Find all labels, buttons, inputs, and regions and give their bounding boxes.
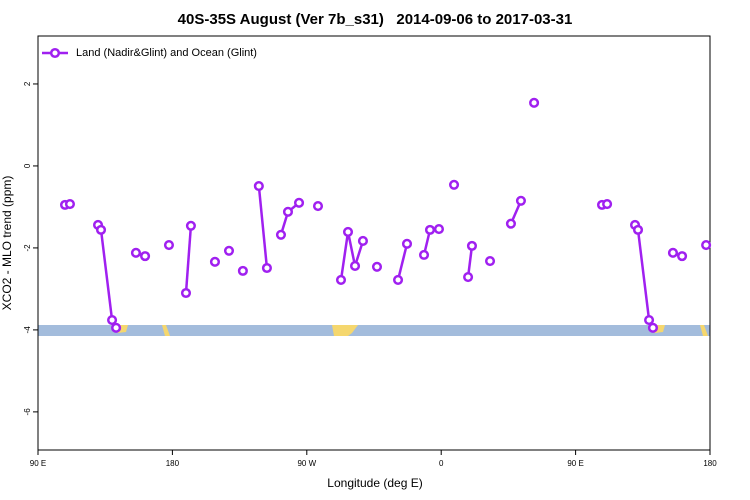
data-point [111, 322, 122, 333]
data-point [342, 226, 354, 237]
data-point [677, 251, 688, 262]
series-line [339, 231, 365, 281]
x-tick-label: 180 [166, 459, 180, 468]
land-strip [38, 325, 710, 336]
series-line [257, 185, 269, 269]
series-line [96, 224, 118, 329]
data-point [253, 180, 264, 192]
data-point [335, 274, 347, 285]
series-line [396, 243, 409, 281]
data-point [261, 262, 272, 274]
data-point [401, 238, 413, 249]
data-point [529, 97, 540, 108]
x-tick-label: 90 E [30, 459, 46, 468]
data-point [667, 247, 679, 258]
chart-title: 40S-35S August (Ver 7b_s31) 2014-09-06 t… [178, 11, 573, 28]
data-point [282, 206, 294, 217]
data-point [647, 322, 659, 333]
data-point [95, 224, 107, 235]
data-point [349, 260, 361, 272]
data-point [237, 265, 248, 276]
data-point [130, 247, 142, 258]
data-point [223, 245, 235, 256]
data-point [701, 239, 712, 251]
data-point [107, 315, 118, 326]
data-point [180, 287, 192, 299]
y-axis-label: XCO2 - MLO trend (ppm) [0, 176, 14, 311]
x-tick-label: 90 W [297, 459, 316, 468]
land [700, 325, 708, 336]
data-point [463, 271, 474, 283]
data-point [293, 197, 305, 208]
data-point [424, 224, 436, 235]
y-tick-label: 2 [23, 81, 32, 86]
data-point [357, 235, 368, 247]
x-tick-label: 0 [439, 459, 444, 468]
legend-marker [49, 47, 61, 59]
x-tick-label: 180 [703, 459, 717, 468]
y-tick-label: -6 [23, 408, 32, 416]
land [162, 325, 170, 336]
data-point [515, 195, 526, 206]
data-point [209, 256, 221, 267]
series-line [633, 224, 655, 329]
data-point [64, 199, 76, 210]
series-line [466, 245, 474, 278]
data-point [505, 218, 516, 229]
y-tick-label: 0 [23, 163, 32, 168]
data-point [275, 229, 287, 240]
y-tick-label: -2 [23, 244, 32, 252]
ocean-band [38, 325, 710, 336]
data-point [185, 220, 196, 231]
legend-label: Land (Nadir&Glint) and Ocean (Glint) [76, 47, 257, 59]
data-point [433, 224, 445, 235]
data-point [163, 239, 175, 251]
x-axis-label: Longitude (deg E) [327, 476, 422, 490]
data-point [448, 179, 460, 190]
data-point [392, 274, 404, 285]
y-tick-label: -4 [23, 326, 32, 334]
data-point [602, 199, 613, 210]
series-line [184, 225, 193, 294]
data-point [312, 201, 324, 212]
land [332, 325, 358, 336]
data-point [632, 224, 644, 235]
x-tick-label: 90 E [567, 459, 583, 468]
data-point [418, 249, 430, 260]
plot-frame [37, 35, 711, 451]
data-point [484, 255, 496, 267]
data-point [140, 251, 151, 262]
data-point [371, 261, 383, 272]
data-point [644, 315, 655, 326]
data-point [466, 240, 478, 251]
